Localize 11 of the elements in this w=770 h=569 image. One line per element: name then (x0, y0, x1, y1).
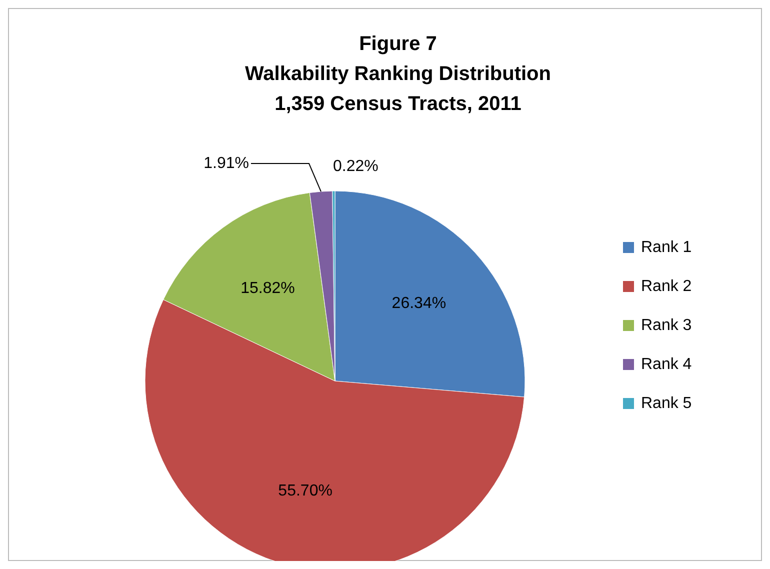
legend-label: Rank 4 (641, 356, 692, 374)
data-label: 15.82% (240, 280, 295, 298)
legend-label: Rank 5 (641, 395, 692, 412)
data-label: 26.34% (392, 295, 446, 312)
chart-title: Figure 7 Walkability Ranking Distribution 1,359 Census Tracts, 2011 (245, 33, 551, 115)
legend-label: Rank 3 (641, 317, 692, 334)
data-label: 1.91% (204, 154, 249, 172)
data-label: 55.70% (278, 482, 332, 500)
legend-label: Rank 2 (641, 278, 692, 296)
legend-label: Rank 1 (641, 239, 692, 256)
data-label: 0.22% (333, 158, 378, 176)
